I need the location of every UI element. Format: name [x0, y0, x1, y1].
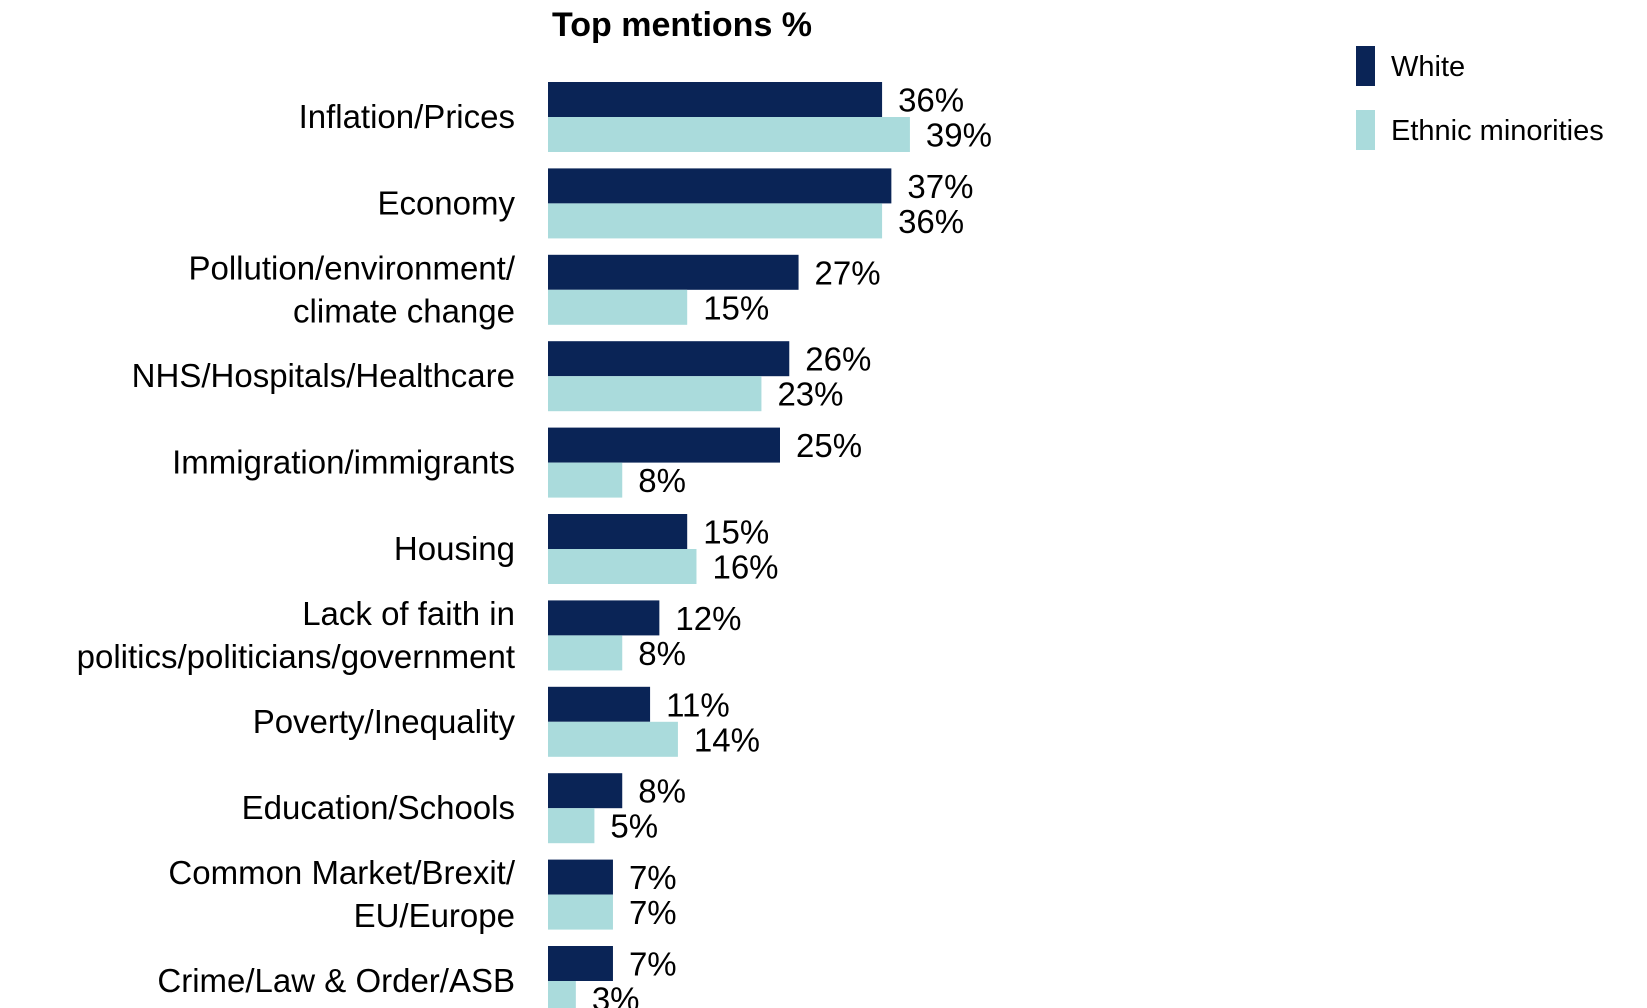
- data-label-white: 27%: [815, 254, 881, 291]
- plot-area: Inflation/Prices 36%39%Economy 37%36%Pollu…: [77, 82, 992, 1008]
- data-label-white: 36%: [898, 82, 964, 119]
- legend-swatch-ethnic-minorities: [1356, 110, 1375, 150]
- legend: White Ethnic minorities: [1356, 46, 1604, 150]
- data-label-ethnic-minorities: 39%: [926, 117, 992, 154]
- bar-ethnic-minorities: [548, 721, 678, 757]
- bar-white: [548, 341, 790, 377]
- data-label-ethnic-minorities: 36%: [898, 203, 964, 240]
- legend-label-ethnic-minorities: Ethnic minorities: [1391, 115, 1604, 147]
- category-label: Education/Schools: [242, 789, 515, 826]
- category-label: Inflation/Prices: [299, 98, 515, 135]
- data-label-ethnic-minorities: 8%: [638, 462, 686, 499]
- bar-ethnic-minorities: [548, 549, 697, 584]
- bar-ethnic-minorities: [548, 117, 910, 152]
- data-label-white: 7%: [629, 859, 677, 896]
- category-label: Crime/Law & Order/ASB: [157, 962, 515, 999]
- data-label-white: 15%: [703, 514, 769, 551]
- category-label: Lack of faith in: [302, 595, 515, 632]
- category-label: Poverty/Inequality: [253, 703, 516, 740]
- data-label-ethnic-minorities: 23%: [777, 376, 843, 413]
- category-label: Housing: [394, 530, 515, 567]
- category-label: Economy: [377, 184, 515, 221]
- data-label-ethnic-minorities: 5%: [610, 808, 658, 845]
- category-label: Immigration/immigrants: [172, 444, 515, 481]
- data-label-ethnic-minorities: 3%: [592, 981, 640, 1008]
- data-label-white: 11%: [666, 686, 730, 723]
- category-label: EU/Europe: [354, 897, 515, 934]
- category-label: Pollution/environment/: [188, 249, 515, 286]
- bar-white: [548, 859, 613, 895]
- bar-white: [548, 514, 688, 549]
- bar-ethnic-minorities: [548, 981, 576, 1008]
- bar-ethnic-minorities: [548, 894, 613, 930]
- data-label-white: 8%: [638, 773, 686, 810]
- data-label-ethnic-minorities: 7%: [629, 894, 677, 931]
- data-label-white: 37%: [907, 168, 973, 205]
- category-label: climate change: [293, 292, 515, 329]
- data-label-ethnic-minorities: 16%: [712, 549, 778, 586]
- category-label: NHS/Hospitals/Healthcare: [132, 357, 515, 394]
- bar-ethnic-minorities: [548, 462, 623, 498]
- bar-white: [548, 686, 651, 722]
- bar-white: [548, 600, 660, 636]
- bar-white: [548, 773, 623, 809]
- data-label-ethnic-minorities: 15%: [703, 289, 769, 326]
- bar-white: [548, 427, 780, 463]
- bar-white: [548, 82, 883, 117]
- bar-ethnic-minorities: [548, 808, 595, 844]
- bar-ethnic-minorities: [548, 289, 688, 325]
- legend-swatch-white: [1356, 46, 1375, 86]
- bar-ethnic-minorities: [548, 635, 623, 671]
- category-label: politics/politicians/government: [77, 638, 515, 675]
- legend-label-white: White: [1391, 51, 1465, 83]
- category-label: Common Market/Brexit/: [168, 854, 515, 891]
- data-label-white: 12%: [675, 600, 741, 637]
- bar-white: [548, 168, 892, 204]
- bar-white: [548, 254, 799, 290]
- data-label-white: 25%: [796, 427, 862, 464]
- bar-white: [548, 946, 613, 981]
- data-label-ethnic-minorities: 8%: [638, 635, 686, 672]
- data-label-ethnic-minorities: 14%: [694, 721, 760, 758]
- data-label-white: 7%: [629, 946, 677, 983]
- chart-title: Top mentions %: [552, 6, 812, 44]
- bar-ethnic-minorities: [548, 203, 883, 239]
- data-label-white: 26%: [805, 341, 871, 378]
- bar-ethnic-minorities: [548, 376, 762, 412]
